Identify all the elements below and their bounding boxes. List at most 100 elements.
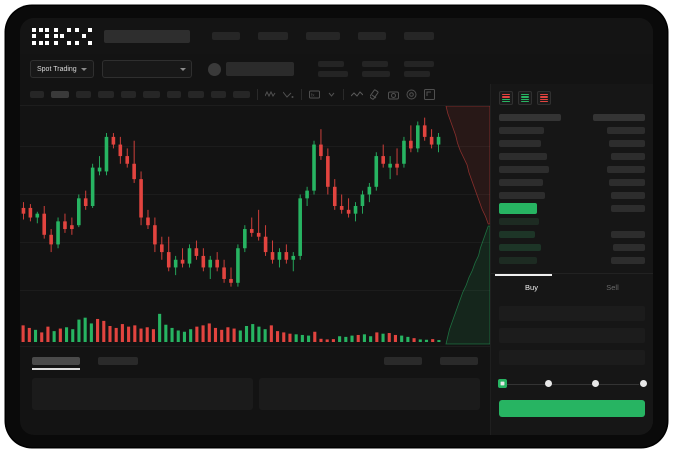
- active-tab-indicator: [495, 274, 552, 276]
- orders-tab-0[interactable]: [32, 357, 80, 370]
- grid-line: [20, 194, 490, 195]
- submit-order-button[interactable]: [499, 400, 645, 417]
- nav-item-3[interactable]: [358, 32, 386, 40]
- trade-tab-sell[interactable]: Sell: [606, 283, 619, 292]
- orderbook-row[interactable]: [499, 176, 645, 189]
- market-toolbar: Spot Trading: [20, 54, 653, 84]
- orderbook-price-cell: [499, 114, 561, 121]
- mode-line: [521, 94, 529, 96]
- order-amount-field[interactable]: [499, 328, 645, 343]
- chevron-down-icon: [80, 67, 87, 71]
- mode-line: [540, 96, 548, 98]
- fullscreen-icon[interactable]: [424, 89, 435, 100]
- app-header: [20, 18, 653, 54]
- okx-logo[interactable]: [32, 27, 92, 45]
- timeframe-button-7[interactable]: [188, 91, 204, 98]
- nav-item-2[interactable]: [306, 32, 340, 40]
- mode-line: [521, 98, 529, 100]
- device-screen: Spot Trading fx: [20, 18, 653, 435]
- timeframe-button-5[interactable]: [143, 91, 160, 98]
- slider-track: [505, 384, 639, 385]
- orders-action-1[interactable]: [440, 357, 478, 365]
- orders-tab-label: [98, 357, 138, 365]
- pair-avatar: [207, 62, 221, 76]
- mode-line: [540, 100, 548, 102]
- orderbook-row[interactable]: [499, 202, 645, 215]
- mode-bids-icon[interactable]: [518, 91, 532, 105]
- mode-line: [502, 98, 510, 100]
- orderbook-row[interactable]: [499, 150, 645, 163]
- grid-line: [20, 290, 490, 291]
- amount-slider[interactable]: [497, 379, 647, 391]
- line-style-icon[interactable]: [351, 90, 363, 99]
- orderbook-price-cell: [499, 140, 541, 147]
- timeframe-button-1[interactable]: [51, 91, 69, 98]
- orders-card-0[interactable]: [32, 378, 253, 410]
- mode-both-icon[interactable]: [499, 91, 513, 105]
- svg-text:fx: fx: [311, 93, 315, 98]
- nav-item-1[interactable]: [258, 32, 288, 40]
- order-form: [491, 306, 653, 365]
- mode-line: [521, 96, 529, 98]
- active-tab-underline: [32, 368, 80, 370]
- slider-step-3[interactable]: [639, 380, 647, 387]
- orderbook-row[interactable]: [499, 111, 645, 124]
- orderbook-size-cell: [609, 140, 645, 147]
- mode-asks-icon[interactable]: [537, 91, 551, 105]
- trading-pair-dropdown[interactable]: [101, 60, 192, 78]
- orders-cards: [20, 365, 490, 410]
- orders-action-0[interactable]: [384, 357, 422, 365]
- timeframe-button-2[interactable]: [76, 91, 91, 98]
- orderbook-row[interactable]: [499, 189, 645, 202]
- orderbook-size-cell: [609, 179, 645, 186]
- orderbook-price-cell: [499, 179, 543, 186]
- indicator-dropdown-icon[interactable]: [327, 90, 336, 99]
- orderbook-row[interactable]: [499, 215, 645, 228]
- orderbook-price-cell: [499, 244, 541, 251]
- timeframe-button-6[interactable]: [167, 91, 181, 98]
- slider-step-0[interactable]: [497, 379, 507, 388]
- timeframe-button-8[interactable]: [211, 91, 226, 98]
- orderbook-row[interactable]: [499, 241, 645, 254]
- eraser-icon[interactable]: [370, 89, 381, 100]
- orderbook-size-cell: [607, 127, 645, 134]
- stat-group: [403, 61, 434, 77]
- timeframe-button-0[interactable]: [30, 91, 44, 98]
- orderbook-row[interactable]: [499, 124, 645, 137]
- orderbook-row[interactable]: [499, 137, 645, 150]
- orderbook-size-cell: [611, 231, 645, 238]
- nav-item-0[interactable]: [212, 32, 240, 40]
- orders-tab-1[interactable]: [98, 357, 138, 365]
- orders-panel: [20, 346, 490, 435]
- stat-value: [317, 61, 344, 67]
- price-chart[interactable]: [20, 106, 490, 346]
- nav-item-4[interactable]: [404, 32, 434, 40]
- slider-step-2[interactable]: [592, 380, 600, 387]
- orderbook-row[interactable]: [499, 163, 645, 176]
- orderbook-list[interactable]: [491, 111, 653, 267]
- camera-icon[interactable]: [388, 90, 399, 100]
- indicator-wave-icon[interactable]: [265, 90, 276, 99]
- orderbook-row[interactable]: [499, 254, 645, 267]
- indicator-fx-icon[interactable]: fx: [309, 90, 320, 99]
- orderbook-price-cell: [499, 153, 547, 160]
- timeframe-button-4[interactable]: [121, 91, 136, 98]
- market-type-dropdown[interactable]: Spot Trading: [30, 60, 94, 78]
- order-price-field[interactable]: [499, 306, 645, 321]
- trade-tab-buy[interactable]: Buy: [525, 283, 538, 292]
- timeframe-button-3[interactable]: [98, 91, 114, 98]
- search-input[interactable]: [104, 29, 190, 43]
- mode-line: [540, 98, 548, 100]
- header-nav: [212, 32, 452, 40]
- slider-step-1[interactable]: [544, 380, 552, 387]
- orders-card-1[interactable]: [259, 378, 480, 410]
- stat-group: [317, 61, 348, 77]
- settings-gear-icon[interactable]: [406, 89, 417, 100]
- orderbook-price-cell: [499, 166, 549, 173]
- orders-tab-label: [32, 357, 80, 365]
- indicator-compare-icon[interactable]: [283, 90, 294, 99]
- stat-value: [317, 71, 348, 77]
- order-total-field[interactable]: [499, 350, 645, 365]
- orderbook-row[interactable]: [499, 228, 645, 241]
- timeframe-button-9[interactable]: [233, 91, 250, 98]
